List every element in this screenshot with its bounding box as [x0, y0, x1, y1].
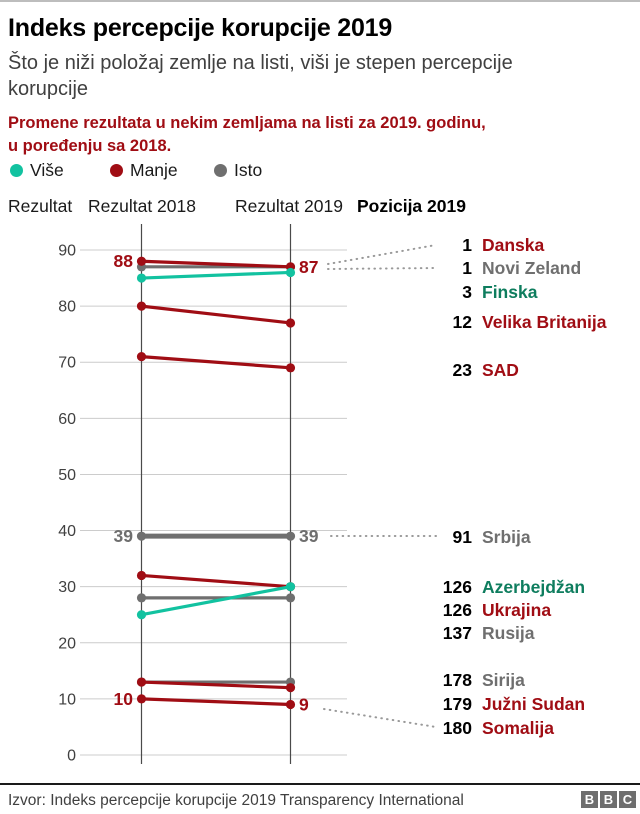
- legend-item-vise: Više: [10, 160, 64, 181]
- ytick-label-60: 60: [58, 411, 76, 428]
- dot-2018-sad: [136, 352, 147, 362]
- bbc-logo-block: C: [619, 791, 636, 808]
- page-subtitle: Što je niži položaj zemlje na listi, viš…: [8, 52, 513, 100]
- dot-2018-ukrajina: [136, 570, 147, 581]
- dot-2018-somalija: [136, 694, 147, 704]
- value-label-2019-danska: 87: [299, 257, 318, 277]
- value-label-2018-somalija: 10: [114, 689, 134, 709]
- ytick-label-20: 20: [58, 635, 76, 652]
- ytick-label-90: 90: [58, 243, 76, 260]
- ytick-label-30: 30: [58, 579, 76, 596]
- value-label-2018-danska: 88: [114, 251, 134, 271]
- vise-dot-icon: [10, 164, 23, 177]
- slope-line-danska: [141, 259, 291, 269]
- bbc-logo-block: B: [581, 791, 598, 808]
- slope-line-somalija: [141, 697, 291, 707]
- dot-2018-azerbejd-an: [136, 610, 147, 620]
- ytick-label-0: 0: [67, 748, 76, 765]
- leader-line-danska: [327, 244, 437, 265]
- dot-2018-srbija: [136, 531, 147, 541]
- dot-2019-sad: [285, 363, 296, 373]
- footer-divider: [0, 783, 640, 785]
- dot-2018-rusija: [136, 593, 147, 603]
- ytick-label-40: 40: [58, 523, 76, 540]
- value-label-2019-somalija: 9: [299, 695, 309, 715]
- ytick-label-10: 10: [58, 691, 76, 708]
- value-label-2019-srbija: 39: [299, 526, 319, 546]
- page-title: Indeks percepcije korupcije 2019: [8, 14, 393, 42]
- column-header-score: Rezultat: [8, 196, 73, 216]
- bbc-logo: B B C: [581, 791, 636, 808]
- ytick-label-70: 70: [58, 355, 76, 372]
- legend-item-isto: Isto: [214, 160, 262, 181]
- slope-line-azerbejd-an: [141, 585, 291, 617]
- dot-2018-danska: [136, 256, 147, 266]
- dot-2019-rusija: [285, 593, 296, 603]
- value-label-2018-srbija: 39: [114, 526, 134, 546]
- legend-label-isto: Isto: [234, 160, 263, 180]
- isto-dot-icon: [214, 164, 227, 177]
- dot-2019-velika-britanija: [285, 318, 296, 328]
- dot-2019-ju-ni-sudan: [285, 683, 296, 693]
- legend-label-manje: Manje: [130, 160, 178, 180]
- column-headers: Rezultat Rezultat 2018 Rezultat 2019 Poz…: [0, 196, 640, 218]
- legend-label-vise: Više: [30, 160, 64, 180]
- leader-line-somalija: [323, 708, 437, 728]
- slope-line-ukrajina: [141, 573, 291, 589]
- dot-2019-srbija: [285, 531, 296, 541]
- slope-line-ju-ni-sudan: [141, 680, 291, 690]
- bbc-logo-block: B: [600, 791, 617, 808]
- dot-2018-ju-ni-sudan: [136, 677, 147, 687]
- source-text: Izvor: Indeks percepcije korupcije 2019 …: [8, 792, 464, 809]
- dot-2018-finska: [136, 273, 147, 283]
- ytick-label-80: 80: [58, 299, 76, 316]
- slope-line-sad: [141, 355, 291, 370]
- slope-line-velika-britanija: [141, 304, 291, 325]
- ytick-label-50: 50: [58, 467, 76, 484]
- legend-item-manje: Manje: [110, 160, 178, 181]
- dot-2019-somalija: [285, 699, 296, 710]
- dot-2019-finska: [285, 267, 296, 278]
- column-header-score-2018: Rezultat 2018: [88, 196, 196, 216]
- column-header-position-2019: Pozicija 2019: [357, 196, 466, 216]
- intro-text: Promene rezultata u nekim zemljama na li…: [8, 114, 486, 155]
- dot-2018-velika-britanija: [136, 301, 147, 311]
- legend: Više Manje Isto: [0, 160, 640, 182]
- dot-2019-azerbejd-an: [285, 582, 296, 592]
- leader-line-novi-zeland: [327, 267, 437, 270]
- column-header-score-2019: Rezultat 2019: [235, 196, 343, 216]
- manje-dot-icon: [110, 164, 123, 177]
- slope-line-finska: [141, 270, 291, 280]
